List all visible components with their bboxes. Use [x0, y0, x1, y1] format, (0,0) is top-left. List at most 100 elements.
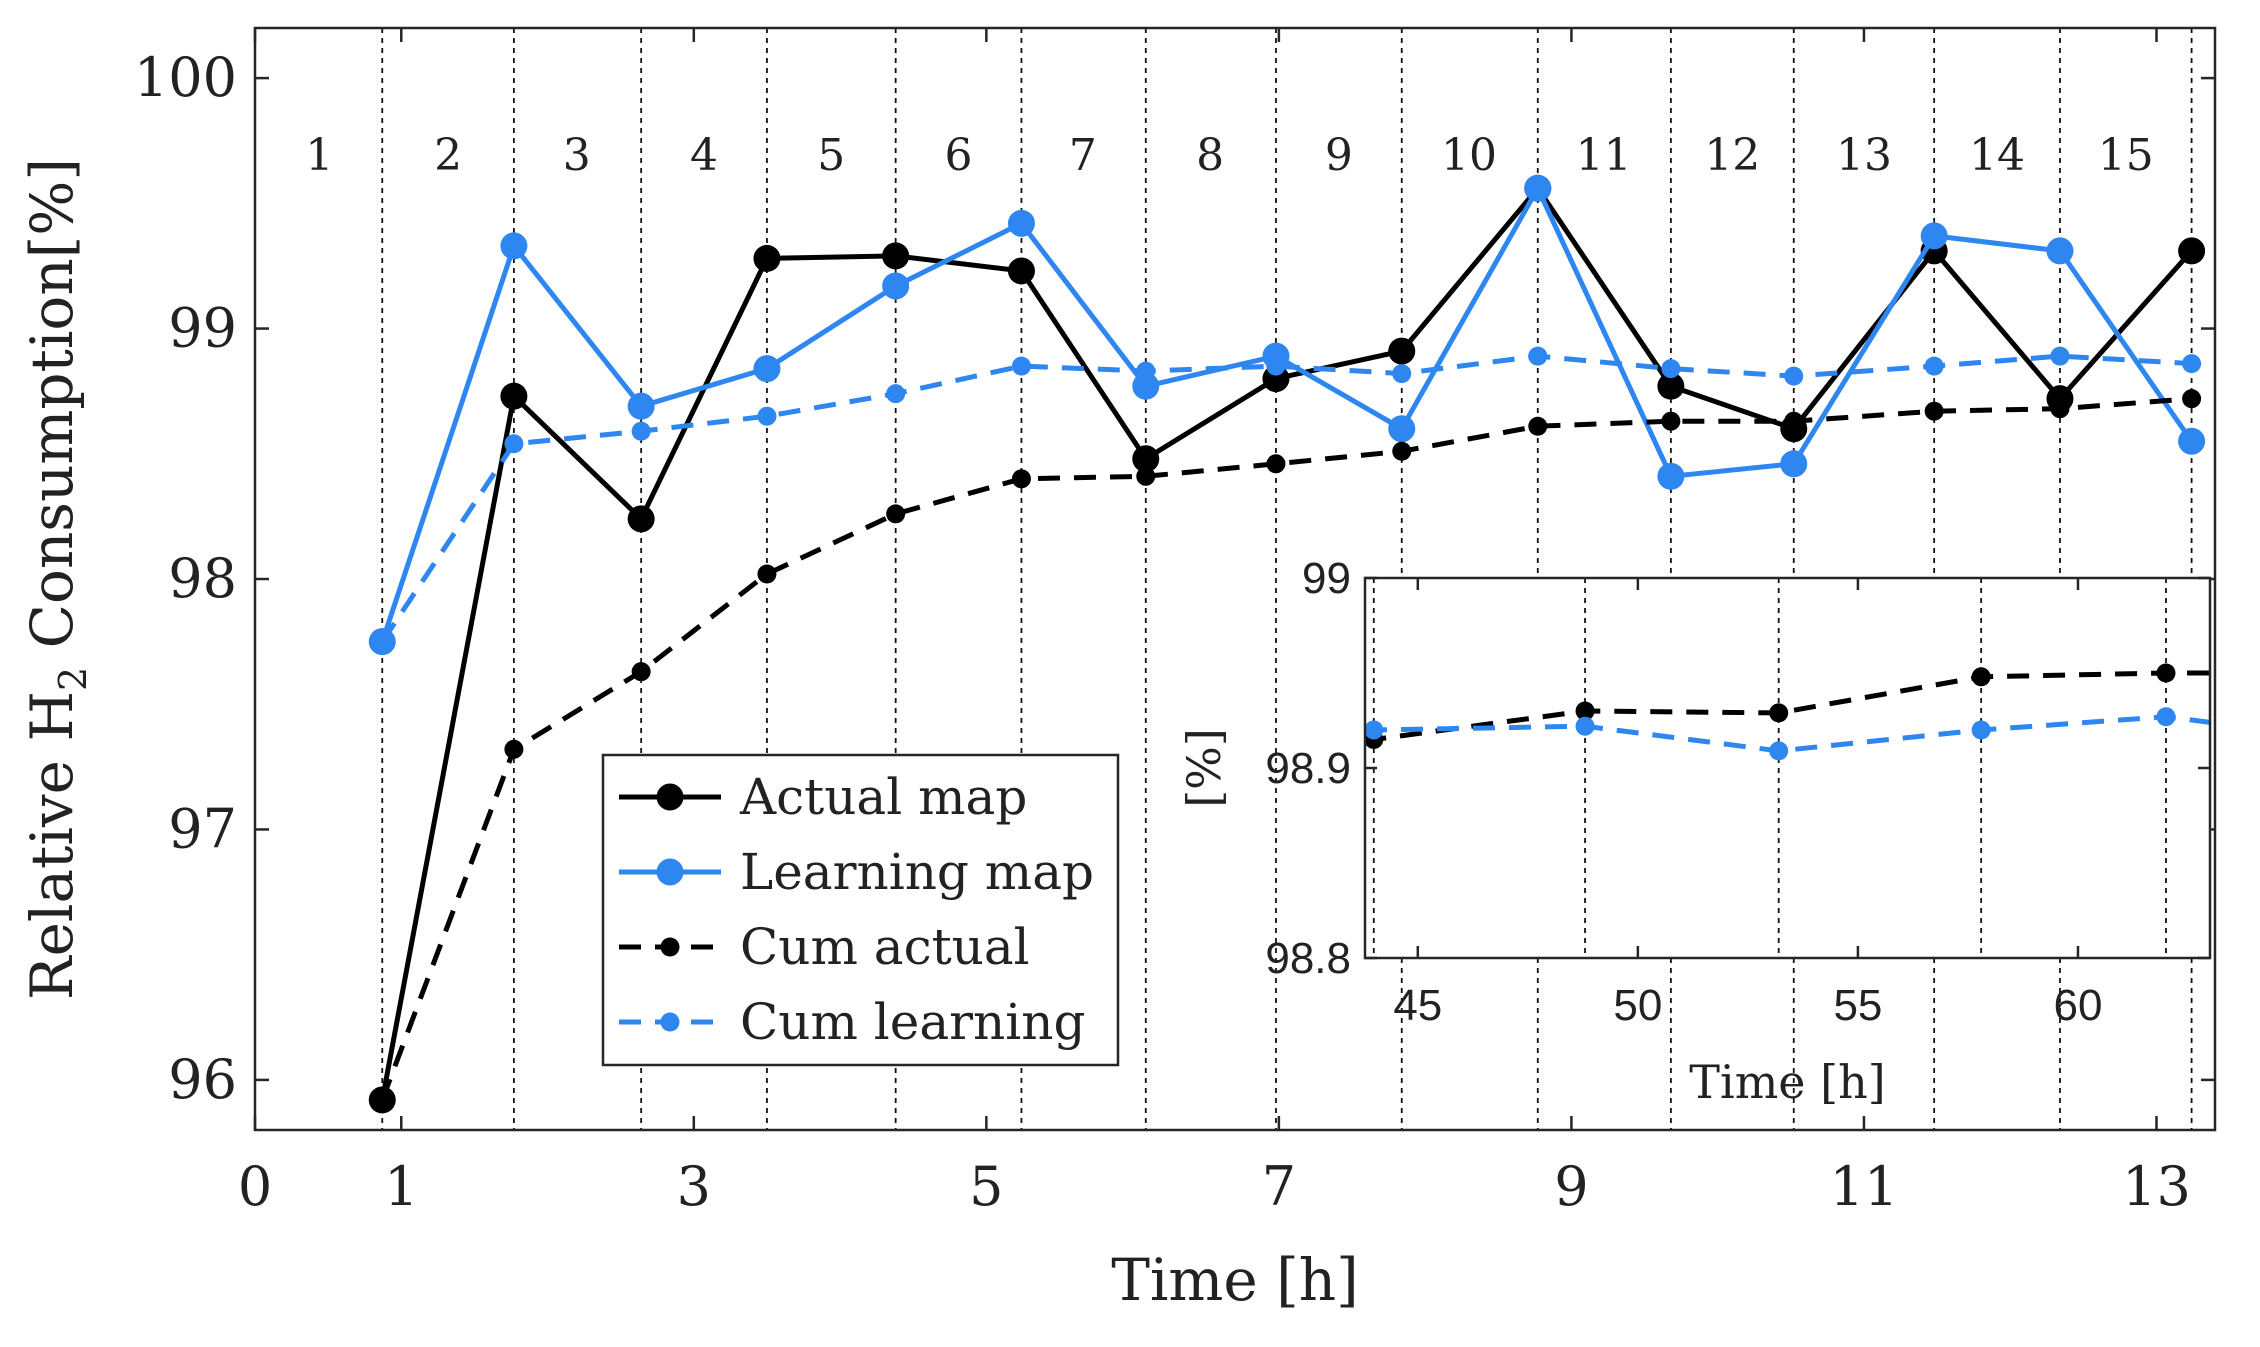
y-tick-label: 99: [168, 297, 237, 360]
data-point-cum-actual: [631, 662, 651, 682]
data-point-actual-map: [753, 244, 781, 272]
data-point-cum-actual: [757, 564, 777, 584]
data-point-actual-map: [1132, 445, 1160, 473]
series-cum-learning: [372, 346, 2202, 652]
x-tick-label: 0: [238, 1155, 272, 1218]
inset-x-tick-label: 60: [2053, 981, 2102, 1030]
segment-label-6: 6: [945, 130, 973, 181]
data-point-actual-map: [1388, 337, 1416, 365]
segment-label-14: 14: [1969, 130, 2025, 181]
y-tick-label: 96: [168, 1048, 237, 1111]
data-point-learning-map: [2178, 427, 2206, 455]
data-point-cum-learning: [1924, 356, 1944, 376]
data-point-cum-actual: [1924, 401, 1944, 421]
data-point-cum-learning: [1011, 356, 1031, 376]
x-tick-label: 7: [1262, 1155, 1296, 1218]
segment-label-15: 15: [2098, 130, 2154, 181]
x-tick-label: 9: [1554, 1155, 1588, 1218]
data-point-cum-learning: [504, 434, 524, 454]
data-point-learning-map: [1657, 462, 1685, 490]
inset-background: [1365, 578, 2210, 958]
main-y-axis-label: Relative H2 Consumption[%]: [18, 158, 95, 1000]
y-label-subscript: 2: [51, 667, 95, 691]
data-point-learning-map: [1007, 209, 1035, 237]
legend-swatch-marker-learning-map: [656, 858, 684, 886]
segment-label-4: 4: [690, 130, 718, 181]
inset-x-axis-label: Time [h]: [1689, 1055, 1885, 1109]
legend-label-cum-actual: Cum actual: [740, 918, 1030, 976]
legend-label-cum-learning: Cum learning: [740, 993, 1085, 1051]
data-point-learning-map: [1920, 222, 1948, 250]
legend-swatch-marker-cum-actual: [660, 937, 680, 957]
inset-data-point-cum-actual: [2156, 663, 2176, 683]
data-point-cum-learning: [2182, 354, 2202, 374]
segment-label-12: 12: [1704, 130, 1760, 181]
inset-data-point-cum-actual: [1769, 703, 1789, 723]
y-label-text: Relative H: [18, 691, 86, 1000]
data-point-cum-actual: [886, 504, 906, 524]
inset-y-tick-label: 98.8: [1265, 934, 1351, 983]
segment-label-11: 11: [1576, 130, 1632, 181]
data-point-cum-learning: [757, 406, 777, 426]
data-point-cum-actual: [1784, 411, 1804, 431]
series-line-cum-actual: [379, 396, 2192, 1101]
inset-x-tick-label: 45: [1393, 981, 1442, 1030]
main-x-axis-label: Time [h]: [1111, 1246, 1359, 1314]
legend-label-learning-map: Learning map: [740, 843, 1094, 901]
segment-label-13: 13: [1836, 130, 1892, 181]
inset-data-point-cum-learning: [1575, 716, 1595, 736]
data-point-learning-map: [753, 355, 781, 383]
inset-y-tick-label: 98.9: [1265, 744, 1351, 793]
inset-data-point-cum-actual: [1971, 667, 1991, 687]
legend-swatch-marker-actual-map: [656, 783, 684, 811]
data-point-cum-actual: [1136, 466, 1156, 486]
inset-data-point-cum-learning: [1769, 741, 1789, 761]
inset-data-point-cum-learning: [1364, 720, 1384, 740]
data-point-cum-actual: [2182, 389, 2202, 409]
x-tick-label: 13: [2122, 1155, 2191, 1218]
inset-data-point-cum-learning: [2156, 707, 2176, 727]
segment-label-3: 3: [563, 130, 591, 181]
legend: Actual map Learning map Cum actual Cum lear…: [601, 753, 1120, 1067]
segment-label-10: 10: [1441, 130, 1497, 181]
y-tick-label: 100: [134, 46, 237, 109]
inset-series-cum-learning: [1364, 707, 2211, 761]
data-point-learning-map: [882, 272, 910, 300]
y-label-text-suffix: Consumption[%]: [18, 158, 86, 667]
legend-box: [601, 753, 1120, 1067]
segment-label-1: 1: [305, 130, 333, 181]
segment-label-2: 2: [434, 130, 462, 181]
data-point-learning-map: [1132, 372, 1160, 400]
data-point-cum-learning: [1136, 361, 1156, 381]
y-tick-label: 97: [168, 797, 237, 860]
data-point-cum-actual: [1661, 411, 1681, 431]
series-cum-actual: [372, 389, 2202, 1110]
main-series-group: [368, 174, 2206, 1114]
data-point-cum-actual: [1528, 416, 1548, 436]
data-point-cum-actual: [1266, 454, 1286, 474]
x-tick-label: 11: [1830, 1155, 1899, 1218]
y-tick-label: 98: [168, 547, 237, 610]
data-point-actual-map: [627, 505, 655, 533]
data-point-cum-actual: [504, 739, 524, 759]
x-tick-label: 3: [677, 1155, 711, 1218]
data-point-cum-learning: [1528, 346, 1548, 366]
main-x-axis-ticks: 0 1 3 5 7 9 11 13: [238, 28, 2191, 1218]
x-tick-label: 5: [969, 1155, 1003, 1218]
data-point-cum-learning: [1266, 356, 1286, 376]
data-point-cum-learning: [631, 421, 651, 441]
segment-label-7: 7: [1069, 130, 1097, 181]
data-point-actual-map: [882, 242, 910, 270]
data-point-cum-learning: [372, 632, 392, 652]
data-point-learning-map: [627, 392, 655, 420]
segment-label-9: 9: [1325, 130, 1353, 181]
inset-data-point-cum-learning: [1971, 720, 1991, 740]
data-point-cum-learning: [2050, 346, 2070, 366]
data-point-cum-learning: [886, 384, 906, 404]
data-point-cum-actual: [2050, 399, 2070, 419]
main-plot: 1 2 3 4 5 6 7 8 9 10 11 12 13 14 15 0 1 3 5 7 9 11 13 9697989…: [18, 26, 2217, 1314]
data-point-cum-learning: [1784, 366, 1804, 386]
legend-swatch-marker-cum-learning: [660, 1012, 680, 1032]
